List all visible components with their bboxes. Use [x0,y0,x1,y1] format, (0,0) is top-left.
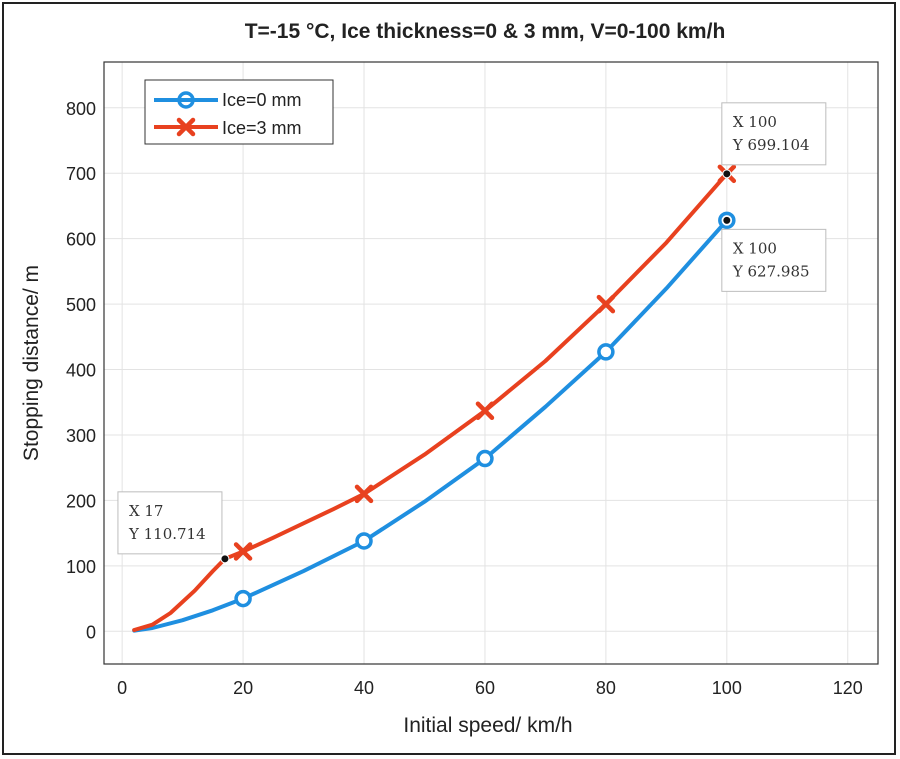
y-tick-label: 0 [86,622,96,642]
x-axis-label: Initial speed/ km/h [403,714,572,737]
datatip-x-text: X 100 [733,113,777,131]
data-point-circle [355,532,373,550]
y-tick-label: 800 [66,99,96,119]
x-tick-label: 20 [233,678,253,698]
y-tick-label: 300 [66,426,96,446]
datatip-point [722,169,732,179]
data-point-x [475,401,495,421]
datatip-box [721,228,827,292]
series-group [132,164,737,633]
datatip-x-text: X 100 [733,239,777,257]
x-tick-label: 0 [117,678,127,698]
legend-marker-circle [177,91,195,109]
datatip-y-text: Y 699.104 [732,136,810,154]
y-tick-label: 100 [66,557,96,577]
x-tick-label: 120 [833,678,863,698]
legend-label-ice-0: Ice=0 mm [222,90,302,110]
datatip-point [722,215,732,225]
datatip-box [117,491,223,555]
data-point-x [596,294,616,314]
legend-box [144,79,334,145]
y-axis-label: Stopping distance/ m [20,265,43,461]
datatip-x-text: X 17 [129,502,164,520]
legend: Ice=0 mm Ice=3 mm [144,79,334,145]
plot-border [103,61,879,665]
datatip-point [220,554,230,564]
y-tick-label: 400 [66,361,96,381]
y-tick-label: 700 [66,164,96,184]
legend-marker-x [176,117,196,137]
tick-labels: 0 20 40 60 80 100 120 0 100 200 300 400 500 600 700 800 [66,99,863,698]
series-line-1 [132,171,729,632]
y-tick-label: 500 [66,295,96,315]
datatip-y-text: Y 627.985 [732,262,810,280]
x-tick-label: 60 [475,678,495,698]
data-point-circle [597,343,615,361]
x-tick-label: 40 [354,678,374,698]
data-point-circle [476,449,494,468]
datatip-box [721,102,827,166]
datatip-y-text: Y 110.714 [128,525,206,543]
data-point-x [233,542,253,561]
chart-title: T=-15 °C, Ice thickness=0 & 3 mm, V=0-10… [245,20,726,43]
x-tick-label: 100 [712,678,742,698]
y-tick-label: 200 [66,491,96,511]
datatips: X 17 Y 110.714 X 100 Y 699.104 X 100 Y 627.98… [117,102,827,564]
legend-label-ice-3: Ice=3 mm [222,118,302,138]
data-point-x [354,484,374,504]
y-tick-label: 600 [66,230,96,250]
x-tick-label: 80 [596,678,616,698]
data-point-circle [234,589,252,608]
